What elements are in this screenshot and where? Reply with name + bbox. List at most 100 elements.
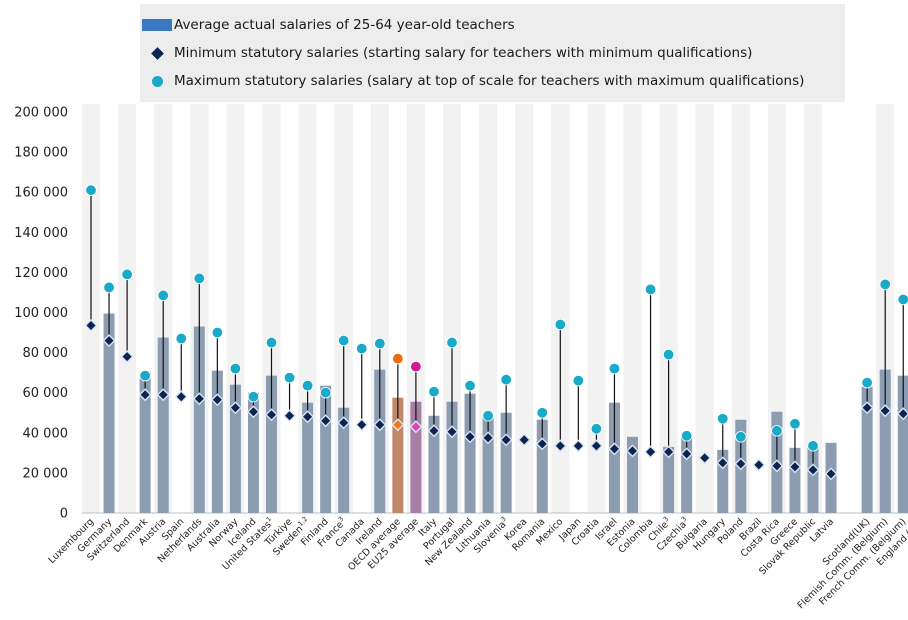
y-tick-label: 120 000: [14, 266, 68, 281]
max-marker-poland: [735, 431, 747, 443]
max-marker-sweden: [301, 379, 314, 392]
min-marker-t-rkiye: [283, 409, 297, 423]
grid-band: [551, 104, 570, 513]
legend-label-minimum: Minimum statutory salaries (starting sal…: [174, 45, 753, 61]
bar-slovenia: [500, 412, 512, 513]
min-marker-lithuania: [481, 431, 495, 445]
min-marker-chile: [662, 445, 676, 459]
max-marker-slovak-republic: [807, 440, 819, 452]
x-tick-footnote-czechia: 3: [680, 515, 689, 524]
min-marker-france: [337, 416, 351, 430]
max-marker-spain: [175, 332, 187, 345]
y-tick-label: 40 000: [23, 426, 69, 441]
max-marker-eu25-average: [410, 360, 422, 373]
min-marker-japan: [571, 439, 585, 453]
max-marker-t-rkiye: [283, 371, 296, 384]
x-tick-footnote-france: 3: [337, 515, 346, 524]
max-marker-united-states: [265, 336, 278, 349]
legend-item-minimum: Minimum statutory salaries (starting sal…: [140, 42, 752, 64]
y-tick-label: 20 000: [23, 466, 69, 481]
y-tick-label: 100 000: [14, 306, 68, 321]
legend-item-average: Average actual salaries of 25-64 year-ol…: [140, 14, 515, 36]
grid-band: [695, 104, 714, 513]
grid-band: [659, 104, 678, 513]
y-tick-label: 0: [60, 507, 68, 522]
bar-finland: [320, 385, 332, 513]
max-marker-norway: [229, 362, 242, 375]
max-marker-france: [338, 334, 350, 347]
max-marker-japan: [572, 374, 585, 387]
min-marker-netherlands: [192, 392, 206, 406]
min-marker-scotland-uk: [860, 401, 874, 415]
max-marker-italy: [428, 385, 440, 398]
min-marker-oecd-average: [391, 418, 405, 432]
bar-scotland-uk: [861, 386, 873, 513]
max-marker-slovenia: [500, 373, 512, 386]
grid-band: [731, 104, 750, 513]
min-marker-switzerland: [120, 350, 134, 364]
bar-lithuania: [482, 417, 494, 513]
bar-australia: [211, 370, 223, 513]
bar-iceland: [247, 392, 259, 513]
legend-label-average: Average actual salaries of 25-64 year-ol…: [174, 17, 515, 33]
x-tick-footnote-sweden: 1,2: [296, 515, 309, 528]
max-marker-colombia: [644, 283, 657, 296]
max-marker-canada: [356, 342, 368, 355]
bar-romania: [536, 419, 548, 513]
grid-band: [767, 104, 786, 513]
grid-band: [623, 104, 642, 513]
min-marker-israel: [607, 442, 621, 456]
min-marker-mexico: [553, 439, 567, 453]
min-marker-slovak-republic: [806, 463, 820, 477]
min-marker-finland: [319, 414, 333, 428]
max-marker-israel: [608, 362, 621, 375]
y-tick-label: 180 000: [14, 146, 68, 161]
min-marker-slovenia: [499, 433, 513, 447]
min-marker-colombia: [644, 445, 658, 459]
legend-dot-swatch: [151, 75, 163, 87]
max-marker-flemish-comm-belgium: [879, 278, 891, 291]
min-marker-flemish-comm-belgium: [878, 404, 892, 418]
min-marker-latvia: [824, 467, 838, 481]
legend-bar-swatch: [142, 19, 172, 31]
bar-austria: [157, 337, 169, 513]
max-marker-denmark: [139, 369, 151, 382]
max-marker-scotland-uk: [861, 376, 873, 389]
bar-french-comm-belgium: [897, 375, 908, 513]
bar-eu25-average: [410, 401, 422, 513]
min-marker-canada: [355, 418, 369, 432]
max-marker-iceland: [247, 391, 260, 403]
min-marker-hungary: [716, 456, 730, 470]
bar-italy: [428, 415, 440, 513]
min-marker-austria: [156, 388, 170, 402]
bar-germany: [103, 313, 115, 513]
max-marker-hungary: [717, 413, 729, 425]
bar-oecd-average: [392, 397, 404, 513]
min-marker-korea: [517, 433, 531, 447]
max-marker-lithuania: [482, 410, 494, 422]
max-marker-luxembourg: [85, 184, 97, 196]
max-marker-finland: [319, 387, 332, 399]
max-marker-croatia: [590, 423, 603, 435]
bar-united-states: [266, 375, 277, 513]
bar-flemish-comm-belgium: [879, 369, 891, 513]
max-marker-ireland: [374, 337, 386, 350]
bar-slovak-republic: [807, 445, 819, 513]
bar-netherlands: [193, 326, 205, 513]
min-marker-luxembourg: [84, 319, 98, 333]
min-marker-brazil: [752, 458, 766, 472]
max-marker-greece: [789, 418, 801, 430]
min-marker-french-comm-belgium: [896, 407, 908, 421]
min-marker-norway: [228, 401, 242, 415]
min-marker-iceland: [246, 405, 260, 419]
bar-portugal: [446, 401, 458, 513]
x-tick-footnote-united-states: 1: [265, 515, 274, 524]
bar-greece: [789, 447, 801, 513]
min-marker-denmark: [138, 388, 152, 402]
min-marker-bulgaria: [698, 451, 712, 465]
grid-band: [479, 104, 498, 513]
min-marker-germany: [102, 334, 116, 348]
bar-israel: [608, 402, 620, 513]
